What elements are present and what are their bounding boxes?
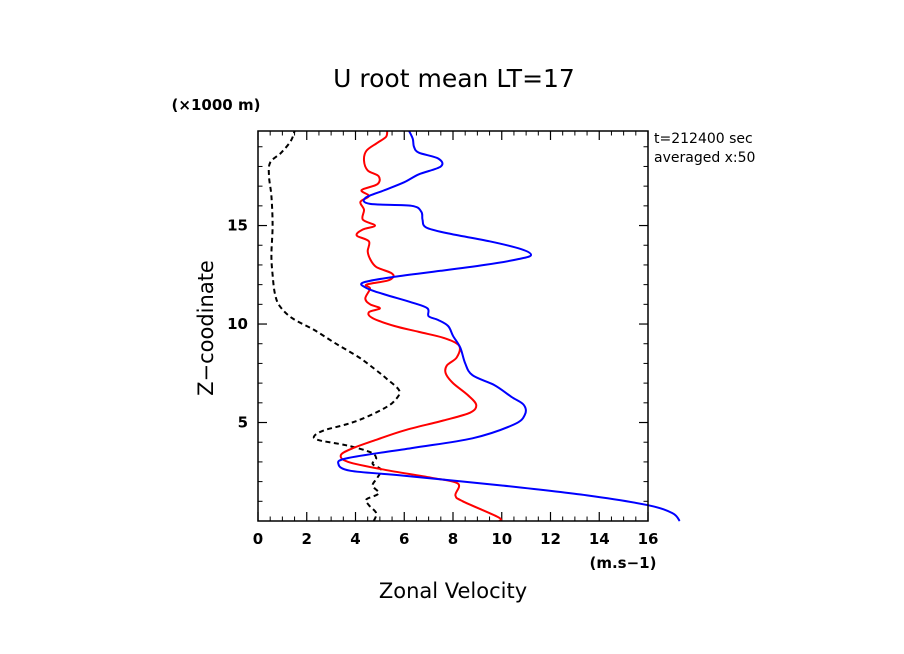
x-tick-label: 10 (491, 530, 512, 548)
x-tick-label: 12 (540, 530, 561, 548)
x-tick-label: 6 (399, 530, 409, 548)
plot-frame (257, 130, 649, 522)
x-tick-label: 2 (302, 530, 312, 548)
y-tick-label: 15 (227, 217, 248, 235)
annotation-time: t=212400 sec (654, 131, 753, 147)
x-axis-title: Zonal Velocity (379, 579, 527, 603)
chart-title: U root mean LT=17 (333, 64, 575, 93)
y-axis-title: Z−coodinate (194, 260, 218, 396)
x-unit-label: (m.s−1) (590, 554, 657, 572)
y-unit-label: (×1000 m) (172, 96, 261, 114)
x-tick-label: 14 (589, 530, 610, 548)
x-tick-label: 0 (253, 530, 263, 548)
x-tick-label: 8 (448, 530, 458, 548)
series-line-1 (339, 130, 503, 522)
annotation-averaged: averaged x:50 (654, 150, 755, 166)
x-tick-label: 16 (638, 530, 659, 548)
y-tick-label: 10 (227, 315, 248, 333)
x-tick-label: 4 (350, 530, 360, 548)
series-line-0 (267, 130, 401, 522)
y-tick-label: 5 (238, 414, 248, 432)
series-line-2 (337, 130, 681, 522)
